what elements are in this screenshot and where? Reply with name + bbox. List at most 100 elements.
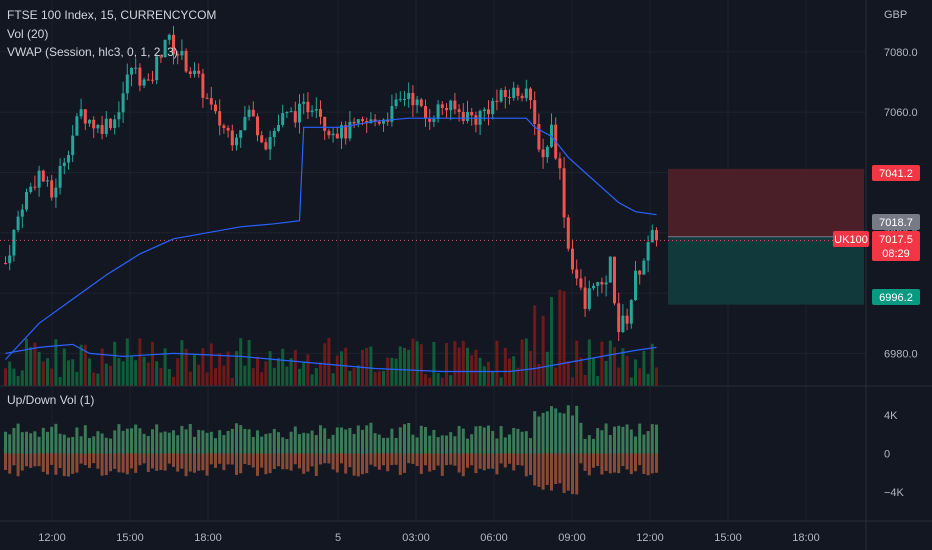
volume-bar [524, 338, 528, 386]
up-volume-bar [155, 424, 159, 454]
up-volume-bar [655, 424, 658, 454]
down-volume-bar [650, 453, 654, 474]
up-volume-bar [512, 427, 516, 454]
down-volume-bar [646, 453, 650, 476]
up-volume-bar [289, 431, 293, 454]
volume-bar [386, 357, 390, 386]
updown-legend[interactable]: Up/Down Vol (1) [7, 393, 95, 407]
candle-body [46, 180, 49, 182]
down-volume-bar [596, 453, 600, 466]
down-volume-bar [537, 453, 541, 487]
candle-body [319, 109, 322, 117]
up-volume-bar [377, 434, 381, 454]
candle-body [277, 124, 280, 131]
down-volume-bar [285, 453, 289, 470]
up-volume-bar [516, 428, 520, 454]
candle-body [495, 100, 499, 102]
up-volume-bar [159, 432, 163, 454]
volume-bar [163, 348, 167, 386]
up-volume-bar [67, 437, 70, 454]
volume-bar [449, 375, 453, 386]
candle-body [260, 135, 264, 143]
down-volume-bar [260, 453, 264, 468]
main-series-legend[interactable]: FTSE 100 Index, 15, CURRENCYCOM [7, 8, 217, 22]
countdown-label: 08:29 [882, 248, 910, 260]
candle-body [499, 90, 503, 102]
candle-body [352, 121, 356, 124]
candle-body [4, 262, 7, 264]
volume-bar [260, 372, 264, 386]
candle-body [600, 282, 604, 285]
take-profit-zone[interactable] [668, 236, 864, 305]
risk-reward-zones[interactable] [668, 168, 864, 305]
time-axis[interactable]: 12:00 15:00 18:00 5 03:00 06:00 09:00 12:00 15:0… [38, 532, 820, 544]
volume-bar [71, 359, 75, 386]
volume-bar [566, 360, 570, 386]
up-volume-bar [575, 405, 579, 454]
down-volume-bar [100, 453, 104, 476]
current-price-label: 7018.7 [879, 217, 913, 229]
down-volume-bar [390, 453, 394, 466]
down-volume-bar [587, 453, 591, 476]
up-volume-bar [411, 434, 415, 454]
down-volume-bar [125, 453, 129, 475]
down-volume-bar [83, 453, 87, 466]
volume-bar [428, 377, 432, 386]
volume-bar [461, 340, 465, 386]
up-volume-bar [382, 437, 385, 454]
down-volume-bar [214, 453, 217, 468]
volume-bar [268, 351, 272, 386]
up-volume-bar [608, 434, 612, 454]
up-volume-bar [348, 427, 352, 454]
volume-bar [281, 348, 285, 386]
down-volume-bar [382, 453, 385, 466]
volume-bar [256, 356, 259, 386]
down-volume-bar [134, 453, 138, 473]
vwap-legend[interactable]: VWAP (Session, hlc3, 0, 1, 2, 3) [7, 45, 178, 59]
candle-body [235, 137, 238, 146]
candle-body [604, 282, 608, 285]
down-volume-bar [235, 453, 238, 475]
down-volume-bar [491, 453, 495, 469]
candle-body [415, 99, 419, 106]
up-volume-bar [407, 422, 411, 454]
updown-axis[interactable]: 4K 0 −4K [884, 410, 905, 499]
up-volume-bar [75, 427, 79, 454]
down-volume-bar [558, 453, 562, 484]
candle-body [92, 119, 96, 129]
candle-body [621, 315, 625, 333]
time-tick-label: 5 [335, 532, 341, 544]
volume-legend[interactable]: Vol (20) [7, 27, 49, 41]
candle-body [100, 125, 104, 134]
down-volume-bar [306, 453, 310, 472]
down-volume-bar [50, 453, 54, 465]
up-volume-bar [243, 428, 247, 454]
candle-body [205, 97, 209, 99]
down-volume-bar [352, 453, 356, 476]
up-volume-bar [33, 431, 37, 454]
candle-body [58, 166, 62, 188]
up-volume-bar [478, 425, 482, 454]
down-volume-bar [415, 453, 419, 467]
candle-body [348, 121, 352, 139]
volume-bar [121, 361, 125, 386]
volume-bar [247, 340, 251, 386]
stop-loss-zone[interactable] [668, 168, 864, 237]
volume-bar [655, 367, 658, 386]
up-volume-bar [54, 423, 58, 454]
current-price-tag [872, 214, 920, 230]
down-volume-bar [608, 453, 612, 474]
candle-body [67, 155, 70, 163]
up-volume-bar [293, 426, 297, 454]
candle-body [218, 111, 222, 126]
candle-body [386, 119, 390, 122]
volume-bar [344, 347, 348, 386]
volume-bar [125, 338, 129, 386]
up-volume-bar [180, 425, 184, 454]
volume-bar [239, 338, 243, 386]
down-volume-bar [365, 453, 369, 474]
volume-bar [390, 357, 394, 386]
up-volume-bar [495, 438, 499, 454]
candle-body [121, 93, 125, 113]
